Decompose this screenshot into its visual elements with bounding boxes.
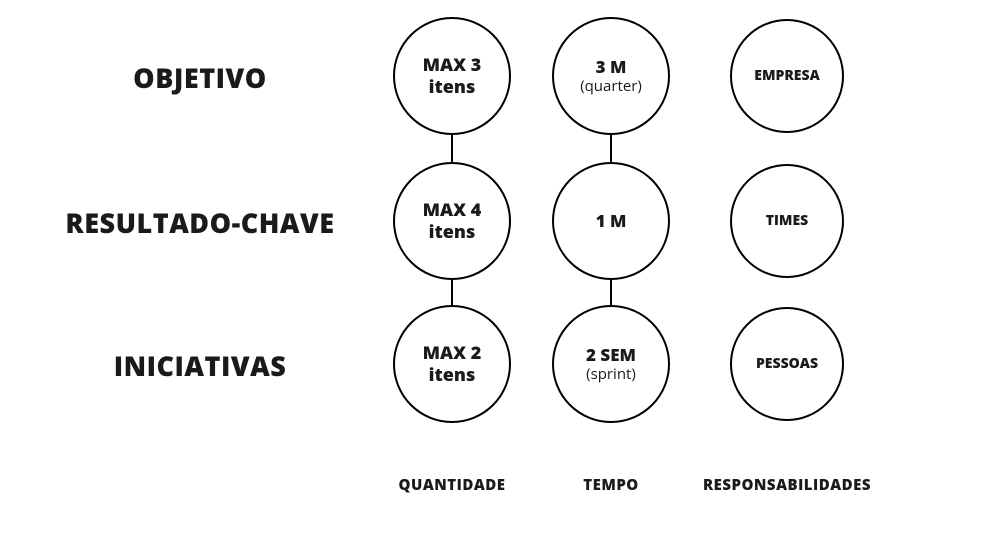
circle-main: EMPRESA [754,67,819,85]
row-label-iniciativas: INICIATIVAS [50,347,350,384]
col-footer-tempo: TEMPO [551,475,671,495]
circle-iniciativas-quantidade: MAX 2 itens [393,305,511,423]
col-footer-responsabilidades: RESPONSABILIDADES [687,475,887,495]
circle-main: MAX 4 [423,199,482,222]
connector-tempo-1 [610,135,612,162]
circle-main: MAX 3 [423,54,482,77]
col-footer-quantidade: QUANTIDADE [372,475,532,495]
circle-sub: (quarter) [580,77,642,96]
circle-resultado-responsabilidades: TIMES [730,164,844,278]
circle-main: MAX 2 [423,342,482,365]
diagram-stage: OBJETIVO RESULTADO-CHAVE INICIATIVAS MAX… [0,0,987,554]
circle-main: 1 M [596,210,627,231]
circle-objetivo-tempo: 3 M (quarter) [552,17,670,135]
connector-quantidade-2 [451,280,453,305]
circle-sub: itens [429,221,476,244]
circle-resultado-tempo: 1 M [552,162,670,280]
circle-sub: itens [429,364,476,387]
circle-main: PESSOAS [756,355,818,373]
circle-sub: itens [429,76,476,99]
connector-quantidade-1 [451,135,453,162]
row-label-objetivo: OBJETIVO [50,59,350,96]
circle-objetivo-responsabilidades: EMPRESA [730,19,844,133]
circle-iniciativas-tempo: 2 SEM (sprint) [552,305,670,423]
row-label-resultado-chave: RESULTADO-CHAVE [50,204,350,241]
circle-objetivo-quantidade: MAX 3 itens [393,17,511,135]
circle-iniciativas-responsabilidades: PESSOAS [730,307,844,421]
circle-resultado-quantidade: MAX 4 itens [393,162,511,280]
circle-main: TIMES [766,212,808,230]
connector-tempo-2 [610,280,612,305]
circle-main: 2 SEM [586,344,636,365]
circle-sub: (sprint) [586,365,636,384]
circle-main: 3 M [596,56,627,77]
